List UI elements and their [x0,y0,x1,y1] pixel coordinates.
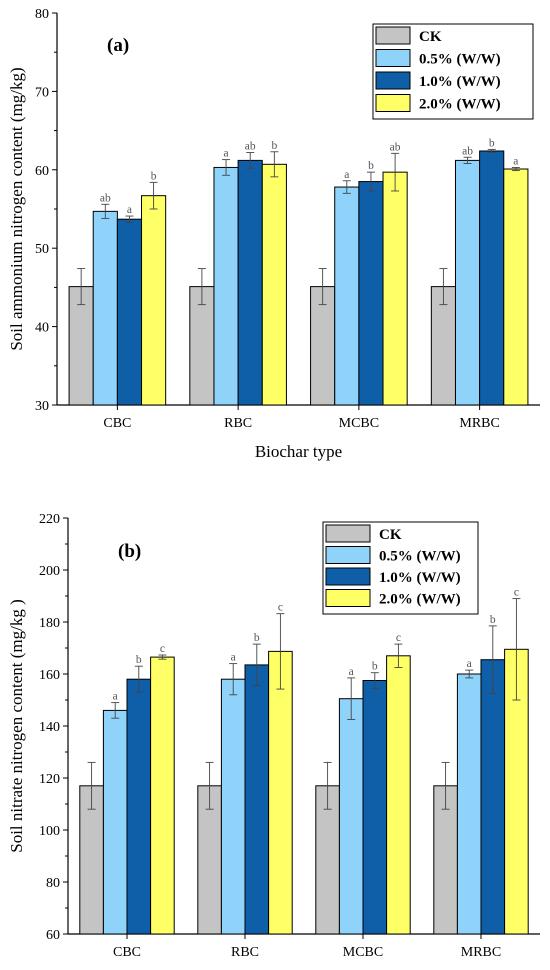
legend-label: 2.0% (W/W) [419,97,501,113]
chart-panel-1: 60 80 100 120 140 160 180 200 220 CBC a b c RBC a b c MCB… [7,512,540,960]
legend-swatch [375,94,411,112]
bar [338,698,364,935]
y-tick-label: 80 [46,876,60,891]
x-tick-label: CBC [113,945,141,960]
significance-label: a [513,155,518,167]
legend: CK 0.5% (W/W) 1.0% (W/W) 2.0% (W/W) [372,23,534,120]
y-tick-label: 100 [39,824,60,839]
y-axis-title: Soil nitrate nitrogen content (mg/kg ) [7,599,26,853]
significance-label: a [344,169,349,181]
legend-swatch [325,589,371,607]
y-tick-label: 180 [39,616,60,631]
y-axis-title: Soil ammonium nitrogen content (mg/kg) [7,67,26,350]
panel-label: (a) [107,35,129,56]
y-tick-label: 160 [39,668,60,683]
x-tick-label: MCBC [343,945,383,960]
legend-label: 0.5% (W/W) [419,52,501,68]
y-tick-label: 60 [35,164,49,179]
y-tick-label: 40 [35,321,49,336]
x-tick-label: RBC [224,416,252,431]
significance-label: b [151,170,157,182]
significance-label: b [254,632,260,644]
bar [261,163,287,406]
significance-label: c [396,632,401,644]
bar [358,181,384,406]
bar [430,286,456,406]
significance-label: ab [390,141,401,153]
legend-label: 1.0% (W/W) [419,74,501,90]
significance-label: b [372,661,378,673]
legend-swatch [325,524,371,543]
bar [362,680,388,935]
panel-label: (b) [118,541,141,562]
bar [116,218,143,406]
y-tick-label: 140 [39,720,60,735]
significance-label: c [278,602,283,614]
significance-label: a [223,148,228,160]
legend-swatch [375,26,411,45]
bar [102,709,128,935]
bar [220,678,246,935]
legend-swatch [325,567,371,586]
significance-label: a [231,652,236,664]
significance-label: b [490,614,496,626]
bar [479,150,505,406]
bar [456,673,482,935]
legend-label: 2.0% (W/W) [379,592,461,608]
bar [92,210,118,406]
x-tick-label: RBC [231,945,259,960]
significance-label: a [467,658,472,670]
significance-label: b [271,140,277,152]
significance-label: a [127,204,132,216]
y-tick-label: 200 [39,564,60,579]
x-tick-label: MCBC [339,416,379,431]
bar [141,195,167,406]
y-tick-label: 80 [35,7,49,22]
significance-label: ab [462,145,473,157]
significance-label: ab [100,192,111,204]
x-tick-label: MRBC [459,416,499,431]
bar [334,186,360,406]
x-axis-title: Biochar type [255,442,342,461]
significance-label: b [489,137,495,149]
legend-label: CK [379,527,402,543]
significance-label: c [160,643,165,655]
legend-swatch [375,49,411,67]
y-tick-label: 70 [35,85,49,100]
legend-label: 1.0% (W/W) [379,570,461,586]
legend-label: 0.5% (W/W) [379,549,461,565]
significance-label: c [514,587,519,599]
significance-label: a [349,666,354,678]
significance-label: ab [245,141,256,153]
x-tick-label: MRBC [461,945,501,960]
y-tick-label: 60 [46,928,60,943]
y-tick-label: 120 [39,772,60,787]
bar [268,650,293,935]
bar [480,659,506,935]
x-tick-label: CBC [103,416,131,431]
significance-label: b [368,160,374,172]
y-tick-label: 50 [35,242,49,257]
y-tick-label: 220 [39,512,60,527]
bar [386,655,411,935]
significance-label: b [136,654,142,666]
bar [244,664,270,935]
legend-label: CK [419,29,442,45]
significance-label: a [113,691,118,703]
y-tick-label: 30 [35,399,49,414]
legend-swatch [325,546,371,564]
bar [503,168,529,406]
bar [454,159,481,406]
bar [213,166,239,406]
bar [126,678,152,935]
bar [237,159,263,406]
legend: CK 0.5% (W/W) 1.0% (W/W) 2.0% (W/W) [322,521,479,615]
bar [382,171,408,406]
bar [150,656,175,935]
legend-swatch [375,71,411,90]
